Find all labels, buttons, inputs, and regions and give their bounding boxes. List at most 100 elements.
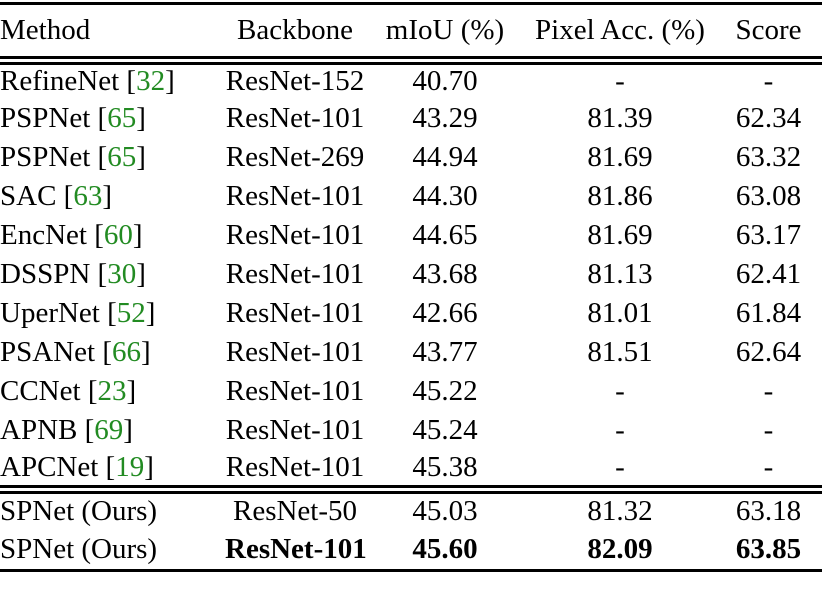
backbone-cell: ResNet-101 xyxy=(225,375,365,407)
col-header-method: Method xyxy=(0,5,225,65)
method-cell: APNB [69] xyxy=(0,411,225,450)
citation-number[interactable]: 65 xyxy=(107,141,137,173)
method-cell: SPNet (Ours) xyxy=(0,484,225,529)
table-row: UperNet [52] ResNet-101 42.66 81.01 61.84 xyxy=(0,294,822,333)
backbone-cell: ResNet-101 xyxy=(225,450,365,483)
miou-cell: 45.03 xyxy=(365,484,525,529)
table-row: SPNet (Ours) ResNet-101 45.60 82.09 63.85 xyxy=(0,529,822,569)
method-name: SPNet (Ours) xyxy=(0,494,158,527)
citation-number[interactable]: 69 xyxy=(94,414,124,446)
citation-link[interactable]: [23] xyxy=(80,375,137,407)
citation-number[interactable]: 23 xyxy=(97,375,127,407)
score-cell: 62.34 xyxy=(735,102,802,134)
citation-number[interactable]: 30 xyxy=(107,258,137,290)
citation-link[interactable]: [63] xyxy=(56,180,113,212)
col-header-miou: mIoU (%) xyxy=(365,5,525,65)
method-cell: PSPNet [65] xyxy=(0,99,225,138)
table-row: PSPNet [65] ResNet-101 43.29 81.39 62.34 xyxy=(0,99,822,138)
col-header-score: Score xyxy=(715,5,822,65)
header-row: Method Backbone mIoU (%) Pixel Acc. (%) … xyxy=(0,5,822,65)
score-cell: - xyxy=(763,414,774,446)
method-name: APNB xyxy=(0,414,78,446)
method-cell: PSANet [66] xyxy=(0,333,225,372)
citation-number[interactable]: 60 xyxy=(103,219,133,251)
pixel-acc-cell: - xyxy=(615,65,625,98)
method-cell: CCNet [23] xyxy=(0,372,225,411)
miou-cell: 43.68 xyxy=(412,258,478,290)
miou-cell: 40.70 xyxy=(412,65,478,98)
miou-cell: 44.30 xyxy=(412,180,478,212)
method-cell: SAC [63] xyxy=(0,177,225,216)
miou-cell: 44.94 xyxy=(412,141,478,173)
pixel-acc-cell: 81.69 xyxy=(587,141,653,173)
citation-number[interactable]: 63 xyxy=(73,180,103,212)
score-cell: - xyxy=(763,450,774,483)
score-cell: 63.18 xyxy=(715,484,822,529)
backbone-cell: ResNet-50 xyxy=(225,484,365,529)
method-name: UperNet xyxy=(0,297,100,329)
miou-cell: 45.24 xyxy=(412,414,478,446)
citation-number[interactable]: 19 xyxy=(115,450,145,483)
backbone-cell: ResNet-269 xyxy=(225,141,365,173)
pixel-acc-cell: 81.86 xyxy=(587,180,653,212)
citation-link[interactable]: [52] xyxy=(99,297,156,329)
method-name: RefineNet xyxy=(0,65,120,98)
pixel-acc-cell: 81.32 xyxy=(525,484,715,529)
results-table-container: Method Backbone mIoU (%) Pixel Acc. (%) … xyxy=(0,2,822,572)
citation-link[interactable]: [30] xyxy=(90,258,146,290)
method-cell: SPNet (Ours) xyxy=(0,529,225,569)
method-name: PSPNet xyxy=(0,102,91,134)
citation-link[interactable]: [66] xyxy=(95,336,151,368)
table-row: SAC [63] ResNet-101 44.30 81.86 63.08 xyxy=(0,177,822,216)
ours-rows: SPNet (Ours) ResNet-50 45.03 81.32 63.18 SPNe… xyxy=(0,484,822,569)
citation-number[interactable]: 52 xyxy=(116,297,146,329)
miou-cell: 43.77 xyxy=(412,336,478,368)
citation-number[interactable]: 66 xyxy=(112,336,141,368)
table-row: DSSPN [30] ResNet-101 43.68 81.13 62.41 xyxy=(0,255,822,294)
citation-number[interactable]: 32 xyxy=(136,65,166,98)
backbone-cell: ResNet-152 xyxy=(225,65,365,98)
citation-link[interactable]: [60] xyxy=(86,219,143,251)
citation-link[interactable]: [69] xyxy=(77,414,133,446)
table-row: EncNet [60] ResNet-101 44.65 81.69 63.17 xyxy=(0,216,822,255)
method-name: PSANet xyxy=(0,336,96,368)
miou-cell: 45.60 xyxy=(412,532,478,565)
citation-link[interactable]: [32] xyxy=(119,65,175,98)
score-cell: 62.64 xyxy=(735,336,802,368)
method-name: SPNet (Ours) xyxy=(0,532,158,565)
citation-number[interactable]: 65 xyxy=(107,102,137,134)
pixel-acc-cell: 81.01 xyxy=(587,297,653,329)
backbone-cell: ResNet-101 xyxy=(225,258,365,290)
miou-cell: 44.65 xyxy=(412,219,478,251)
pixel-acc-cell: - xyxy=(615,414,625,446)
table-row: SPNet (Ours) ResNet-50 45.03 81.32 63.18 xyxy=(0,484,822,529)
backbone-cell: ResNet-101 xyxy=(225,180,365,212)
score-cell: 62.41 xyxy=(735,258,802,290)
miou-cell: 42.66 xyxy=(412,297,478,329)
citation-link[interactable]: [65] xyxy=(90,141,146,173)
citation-link[interactable]: [65] xyxy=(90,102,146,134)
method-cell: PSPNet [65] xyxy=(0,138,225,177)
method-name: PSPNet xyxy=(0,141,91,173)
method-name: EncNet xyxy=(0,219,87,251)
miou-cell: 45.22 xyxy=(412,375,478,407)
score-cell: - xyxy=(763,65,774,98)
score-cell: 63.08 xyxy=(735,180,802,212)
score-cell: 63.32 xyxy=(735,141,802,173)
results-table: Method Backbone mIoU (%) Pixel Acc. (%) … xyxy=(0,5,822,569)
methods-rows: RefineNet [32] ResNet-152 40.70- - PSPNet [6… xyxy=(0,60,822,489)
pixel-acc-cell: 81.69 xyxy=(587,219,653,251)
backbone-cell: ResNet-101 xyxy=(225,414,365,446)
pixel-acc-cell: 81.51 xyxy=(587,336,653,368)
table-row: CCNet [23] ResNet-101 45.22- - xyxy=(0,372,822,411)
miou-cell: 43.29 xyxy=(412,102,478,134)
pixel-acc-cell: - xyxy=(615,450,625,483)
table-row: APCNet [19] ResNet-101 45.38- - xyxy=(0,450,822,489)
method-cell: APCNet [19] xyxy=(0,450,225,489)
method-name: DSSPN xyxy=(0,258,91,290)
citation-link[interactable]: [19] xyxy=(98,450,154,483)
backbone-cell: ResNet-101 xyxy=(225,297,365,329)
score-cell: 63.85 xyxy=(735,532,802,565)
table-row: RefineNet [32] ResNet-152 40.70 - - xyxy=(0,60,822,99)
score-cell: - xyxy=(763,375,774,407)
